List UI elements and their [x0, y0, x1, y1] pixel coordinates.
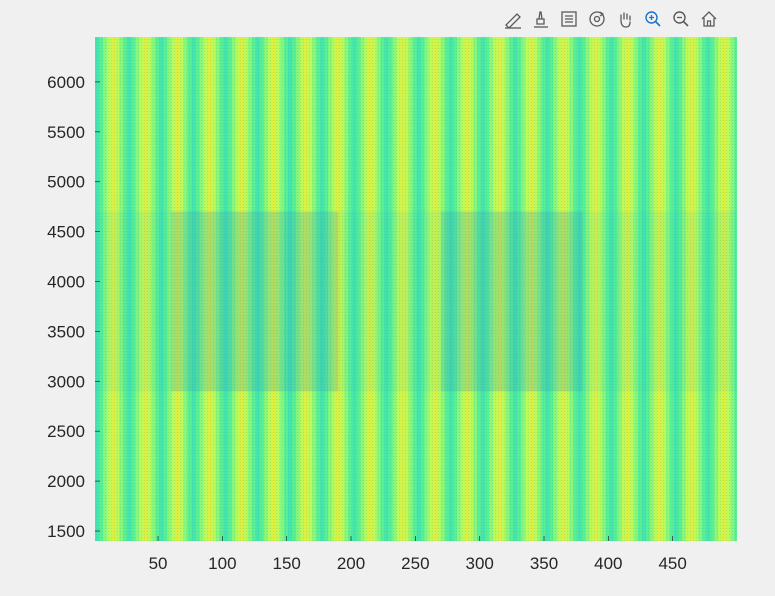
x-tick-label: 50	[149, 554, 168, 573]
rotate-3d-icon	[587, 9, 607, 34]
heatmap-stripe	[742, 37, 747, 541]
x-tick-label: 100	[208, 554, 236, 573]
pan-hand-icon	[615, 9, 635, 34]
x-tick-label: 450	[658, 554, 686, 573]
legend-icon	[559, 9, 579, 34]
pan-hand-button[interactable]	[612, 8, 638, 34]
heatmap-stripe	[754, 37, 759, 541]
brush-button[interactable]	[528, 8, 554, 34]
y-tick-label: 4500	[47, 223, 85, 242]
x-tick-label: 400	[594, 554, 622, 573]
zoom-in-icon	[643, 9, 663, 34]
x-axis-ticks: 50 100 150 200 250 300 350 400 450	[149, 536, 687, 573]
y-tick-label: 3500	[47, 322, 85, 341]
heatmap-stripe	[750, 37, 755, 541]
home-icon	[699, 9, 719, 34]
y-tick-label: 1500	[47, 522, 85, 541]
y-tick-label: 5000	[47, 173, 85, 192]
x-tick-label: 150	[273, 554, 301, 573]
zoom-out-icon	[671, 9, 691, 34]
heatmap-stripe	[87, 37, 92, 541]
y-axis-ticks: 1500 2000 2500 3000 3500 4000 4500 5000 5500 6000	[47, 73, 100, 541]
heatmap-stripe	[762, 37, 767, 541]
plot-axes[interactable]	[63, 37, 771, 541]
heatmap-stripe	[758, 37, 763, 541]
axes-toolbar	[500, 6, 740, 36]
home-button[interactable]	[696, 8, 722, 34]
edit-datatip-button[interactable]	[500, 8, 526, 34]
y-tick-label: 2500	[47, 422, 85, 441]
zoom-out-button[interactable]	[668, 8, 694, 34]
y-tick-label: 3000	[47, 372, 85, 391]
heatmap-stripe	[766, 37, 771, 541]
y-tick-label: 5500	[47, 123, 85, 142]
rotate-3d-button[interactable]	[584, 8, 610, 34]
x-tick-label: 250	[401, 554, 429, 573]
y-tick-label: 6000	[47, 73, 85, 92]
y-tick-label: 4000	[47, 273, 85, 292]
heatmap-stripe	[95, 37, 96, 541]
x-tick-label: 350	[530, 554, 558, 573]
legend-button[interactable]	[556, 8, 582, 34]
brush-icon	[531, 9, 551, 34]
heatmap-stripe	[738, 37, 743, 541]
x-tick-label: 300	[465, 554, 493, 573]
x-tick-label: 200	[337, 554, 365, 573]
heatmap-stripe	[746, 37, 751, 541]
y-tick-label: 2000	[47, 472, 85, 491]
zoom-in-button[interactable]	[640, 8, 666, 34]
edit-datatip-icon	[503, 9, 523, 34]
